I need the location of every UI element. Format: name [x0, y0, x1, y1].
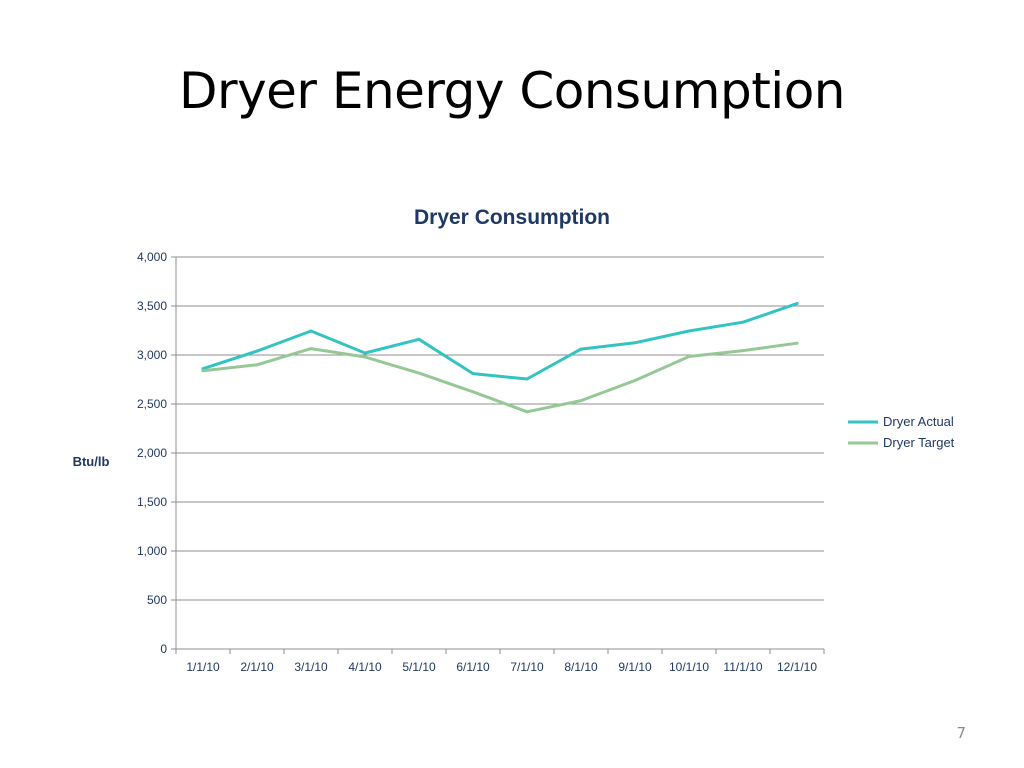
x-tick-label: 10/1/10 [669, 660, 709, 674]
data-point [795, 302, 799, 306]
y-tick-label: 3,000 [137, 348, 167, 362]
data-point [579, 399, 583, 403]
legend-label: Dryer Actual [883, 414, 954, 429]
data-point [741, 349, 745, 353]
data-point [633, 378, 637, 382]
data-point [579, 347, 583, 351]
x-tick-label: 8/1/10 [564, 660, 598, 674]
y-tick-label: 4,000 [137, 250, 167, 264]
x-tick-label: 9/1/10 [618, 660, 652, 674]
x-tick-label: 2/1/10 [240, 660, 274, 674]
data-point [201, 369, 205, 373]
slide-title: Dryer Energy Consumption [179, 62, 845, 120]
y-tick-label: 2,500 [137, 397, 167, 411]
legend-label: Dryer Target [883, 435, 955, 450]
data-point [309, 347, 313, 351]
data-point [363, 355, 367, 359]
series-lines [201, 302, 799, 414]
data-point [633, 341, 637, 345]
data-point [255, 349, 259, 353]
legend: Dryer Actual Dryer Target [848, 414, 955, 450]
x-tick-label: 11/1/10 [723, 660, 762, 674]
y-tick-label: 3,500 [137, 299, 167, 313]
x-tick-label: 7/1/10 [510, 660, 544, 674]
series-line-1 [201, 341, 799, 414]
series-line-0 [201, 302, 799, 381]
x-tick-label: 6/1/10 [456, 660, 490, 674]
y-axis-label: Btu/lb [73, 454, 110, 469]
data-point [309, 329, 313, 333]
y-tick-label: 1,000 [137, 544, 167, 558]
data-point [525, 410, 529, 414]
page-number: 7 [956, 724, 966, 742]
data-point [255, 363, 259, 367]
y-tick-label: 2,000 [137, 446, 167, 460]
gridlines [176, 256, 824, 601]
y-tick-label: 500 [147, 593, 167, 607]
y-tick-label: 0 [160, 642, 167, 656]
data-point [687, 354, 691, 358]
x-tick-label: 5/1/10 [402, 660, 436, 674]
data-point [687, 329, 691, 333]
data-point [363, 351, 367, 355]
data-point [741, 320, 745, 324]
axes [171, 256, 825, 654]
x-tick-label: 1/1/10 [186, 660, 220, 674]
y-tick-labels: 0 500 1,000 1,500 2,000 2,500 3,000 3,500 4,000 [137, 250, 167, 656]
x-tick-label: 12/1/10 [777, 660, 817, 674]
data-point [525, 377, 529, 381]
x-tick-label: 3/1/10 [294, 660, 328, 674]
data-point [417, 371, 421, 375]
data-point [471, 372, 475, 376]
data-point [471, 390, 475, 394]
chart-title: Dryer Consumption [414, 206, 610, 229]
x-tick-label: 4/1/10 [348, 660, 382, 674]
data-point [417, 337, 421, 341]
x-tick-labels: 1/1/10 2/1/10 3/1/10 4/1/10 5/1/10 6/1/10 7/1/… [186, 660, 817, 674]
data-point [795, 341, 799, 345]
y-tick-label: 1,500 [137, 495, 167, 509]
